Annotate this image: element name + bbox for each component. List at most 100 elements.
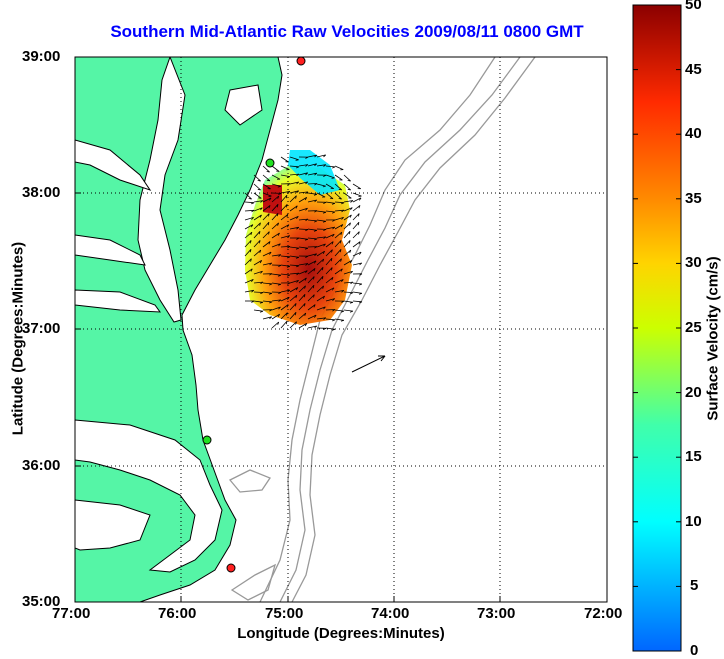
velocity-arrow-head (268, 292, 273, 295)
velocity-arrow-head (304, 277, 307, 281)
velocity-arrow (307, 199, 317, 203)
velocity-arrow-head (341, 290, 345, 293)
velocity-arrow (298, 263, 308, 266)
velocity-arrow-head (295, 256, 300, 259)
velocity-arrow (298, 246, 308, 249)
velocity-arrow (289, 303, 297, 311)
y-tick-label: 39:00 (22, 48, 61, 65)
velocity-arrow-head (358, 213, 360, 217)
velocity-arrow-head (305, 164, 309, 167)
station-marker-red (226, 563, 236, 573)
velocity-arrow (352, 231, 360, 239)
velocity-arrow-head (296, 272, 300, 276)
velocity-arrow (262, 231, 270, 239)
velocity-arrow-head (250, 268, 253, 272)
velocity-arrow (325, 287, 335, 293)
velocity-arrow-head (323, 236, 327, 239)
chart-title: Southern Mid-Atlantic Raw Velocities 200… (110, 22, 584, 41)
velocity-arrow (352, 205, 361, 212)
velocity-arrow-head (349, 301, 354, 304)
velocity-arrow (244, 268, 253, 275)
velocity-arrow-head (331, 202, 336, 205)
velocity-arrow (262, 282, 273, 285)
velocity-arrow-head (305, 255, 309, 258)
velocity-arrow (352, 197, 362, 203)
velocity-arrow (280, 304, 289, 311)
velocity-arrow (325, 233, 335, 239)
velocity-arrow (316, 276, 324, 284)
velocity-arrow (352, 183, 361, 190)
velocity-arrow-head (347, 180, 351, 182)
velocity-arrow (307, 314, 317, 320)
velocity-arrow (307, 163, 317, 167)
velocity-arrow (343, 281, 354, 284)
velocity-arrow (334, 209, 345, 212)
velocity-arrow-head (314, 220, 318, 223)
velocity-arrows (244, 154, 363, 331)
velocity-arrow-head (323, 306, 326, 310)
velocity-arrow (307, 154, 317, 158)
velocity-arrow (325, 174, 335, 179)
velocity-arrow-head (278, 264, 282, 268)
velocity-arrow-head (304, 312, 307, 317)
velocity-arrow-head (296, 216, 299, 220)
velocity-arrow (271, 195, 279, 203)
velocity-arrow (298, 285, 306, 293)
velocity-arrow (253, 240, 261, 248)
velocity-arrow-head (314, 210, 318, 213)
velocity-arrow-head (358, 205, 361, 209)
grid-lines (75, 57, 607, 602)
velocity-arrow-head (259, 310, 264, 313)
velocity-arrow (334, 240, 342, 248)
velocity-arrow-head (251, 289, 255, 293)
velocity-arrow (262, 251, 272, 257)
velocity-arrow (334, 174, 343, 181)
velocity-arrow-head (287, 274, 291, 277)
velocity-arrow (244, 217, 254, 221)
velocity-arrow (271, 321, 279, 329)
velocity-arrow (298, 294, 306, 302)
velocity-arrow (244, 231, 253, 239)
velocity-arrow-head (304, 285, 306, 289)
velocity-arrow (262, 205, 271, 212)
velocity-arrow-head (340, 310, 345, 313)
velocity-arrow-head (295, 205, 298, 209)
velocity-arrow (289, 165, 300, 168)
velocity-arrow-head (294, 312, 297, 316)
velocity-arrow (316, 317, 326, 320)
velocity-arrow-head (258, 231, 261, 235)
velocity-arrow (316, 250, 325, 257)
velocity-arrow-head (250, 240, 252, 244)
velocity-arrow-head (322, 220, 327, 223)
velocity-arrow (298, 323, 308, 329)
velocity-arrow-head (314, 199, 318, 203)
velocity-arrow (280, 273, 290, 276)
velocity-arrow (307, 294, 315, 302)
velocity-arrow-head (287, 296, 290, 300)
colorbar-ticks (633, 69, 681, 587)
velocity-arrow-head (268, 197, 272, 201)
velocity-arrow-head (340, 232, 343, 236)
velocity-arrow-head (248, 198, 252, 200)
velocity-arrow-head (349, 222, 351, 226)
velocity-arrow (316, 285, 324, 293)
velocity-arrow (262, 192, 272, 197)
velocity-arrow (343, 231, 351, 239)
velocity-arrow (316, 154, 326, 158)
colorbar-tick-label: 40 (685, 125, 702, 142)
velocity-arrow-head (260, 270, 263, 274)
velocity-arrow-head (305, 263, 309, 266)
velocity-arrow (307, 172, 317, 176)
x-tick-label: 73:00 (477, 605, 516, 622)
velocity-arrow (289, 294, 298, 302)
velocity-arrow-head (331, 328, 336, 331)
velocity-arrow-head (257, 188, 261, 191)
x-tick-label: 76:00 (158, 605, 197, 622)
velocity-arrow (352, 251, 362, 257)
velocity-arrow-head (268, 213, 270, 217)
velocity-arrow-head (359, 262, 363, 266)
station-marker-green (202, 435, 212, 445)
velocity-arrow-head (340, 268, 343, 272)
velocity-arrow-head (322, 251, 325, 254)
chesapeake-bay (137, 57, 186, 323)
